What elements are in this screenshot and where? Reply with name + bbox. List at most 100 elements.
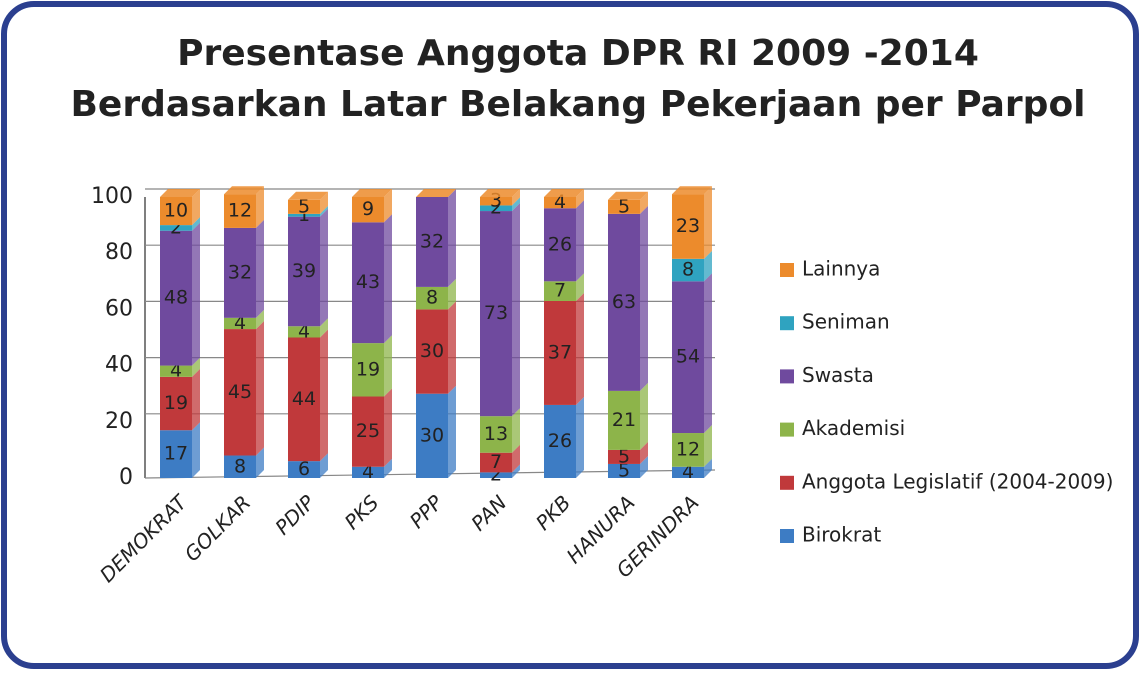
bar-segment: [544, 404, 576, 478]
bar-side: [192, 189, 200, 226]
bar-side: [192, 222, 200, 366]
bar-side: [384, 335, 392, 397]
data-label: 5: [618, 195, 630, 217]
bar-side: [640, 455, 648, 478]
bar-segment: [288, 216, 320, 327]
legend-swatch: [780, 369, 794, 384]
bar-side: [192, 217, 200, 231]
bar-segment: [416, 309, 448, 394]
bar-segment: [352, 222, 384, 344]
legend-swatch: [780, 475, 794, 490]
bar-side: [640, 191, 648, 214]
y-tick-label: 0: [119, 465, 133, 490]
bar-segment: [672, 258, 704, 282]
bar-top: [352, 189, 392, 197]
bar-segment: [672, 194, 704, 259]
bar-side: [320, 205, 328, 217]
bar-side: [320, 329, 328, 462]
bar-segment: [480, 416, 512, 453]
bar-side: [576, 200, 584, 282]
bar-segment: [288, 337, 320, 462]
bar-segment: [544, 281, 576, 301]
bar-side: [640, 382, 648, 450]
data-label: 30: [420, 340, 444, 362]
data-label: 5: [618, 445, 630, 467]
data-label: 30: [420, 424, 444, 446]
bar-segment: [416, 393, 448, 478]
bar-side: [512, 189, 520, 206]
y-tick-label: 100: [91, 184, 133, 209]
bar-side: [256, 321, 264, 456]
data-label: 8: [682, 259, 694, 281]
bar-segment: [480, 197, 512, 206]
bar-segment: [352, 466, 384, 478]
data-label: 8: [234, 455, 246, 477]
y-tick-label: 20: [105, 409, 133, 434]
legend-swatch: [780, 529, 794, 543]
legend-label: Akademisi: [802, 416, 905, 440]
bar-side: [576, 273, 584, 301]
bar-side: [512, 464, 520, 478]
bar-segment: [480, 205, 512, 212]
data-label: 8: [426, 287, 438, 309]
bar-top: [672, 186, 712, 195]
bar-side: [320, 318, 328, 338]
legend-label: Swasta: [802, 363, 874, 387]
bar-side: [576, 396, 584, 478]
bar-side: [256, 309, 264, 330]
bar-side: [320, 191, 328, 214]
data-label: 63: [612, 291, 636, 313]
bar-segment: [224, 194, 256, 228]
data-label: 12: [228, 200, 252, 222]
chart-title: Presentase Anggota DPR RI 2009 -2014: [177, 33, 979, 74]
bar-top: [160, 189, 200, 197]
bar-side: [640, 205, 648, 391]
bar-segment: [160, 430, 192, 478]
bar-segment: [608, 449, 640, 464]
bar-side: [704, 186, 712, 259]
bar-segment: [352, 396, 384, 467]
bar-side: [256, 186, 264, 228]
bar-top: [416, 189, 456, 197]
bar-segment: [352, 197, 384, 223]
bar-side: [640, 441, 648, 464]
data-label: 9: [362, 198, 374, 220]
bar-segment: [288, 461, 320, 478]
bar-side: [512, 203, 520, 417]
bar-segment: [160, 365, 192, 377]
data-label: 48: [164, 287, 188, 309]
bar-side: [576, 292, 584, 405]
legend-swatch: [780, 263, 794, 277]
bar-side: [576, 189, 584, 209]
data-label: 21: [612, 409, 636, 431]
data-label: 54: [676, 346, 700, 368]
bar-segment: [544, 208, 576, 282]
bar-side: [192, 422, 200, 478]
bar-side: [256, 219, 264, 318]
bar-top: [480, 189, 520, 197]
bar-side: [704, 425, 712, 467]
bar-segment: [608, 199, 640, 214]
bar-segment: [288, 213, 320, 217]
bar-segment: [672, 433, 704, 467]
bar-side: [448, 301, 456, 394]
bar-segment: [416, 197, 448, 287]
bar-side: [384, 458, 392, 478]
bar-segment: [544, 197, 576, 209]
data-label: 32: [228, 261, 252, 283]
bar-segment: [288, 326, 320, 338]
bar-side: [704, 273, 712, 434]
bar-segment: [160, 225, 192, 231]
y-tick-label: 40: [105, 353, 133, 378]
bar-segment: [224, 317, 256, 330]
bar-side: [704, 250, 712, 282]
bar-side: [256, 447, 264, 478]
bar-segment: [608, 390, 640, 450]
bar-segment: [672, 281, 704, 434]
data-label: 45: [228, 381, 252, 403]
data-label: 43: [356, 271, 380, 293]
data-label: 19: [164, 392, 188, 414]
y-tick-label: 60: [105, 296, 133, 321]
bar-side: [320, 208, 328, 327]
y-tick-label: 80: [105, 240, 133, 265]
